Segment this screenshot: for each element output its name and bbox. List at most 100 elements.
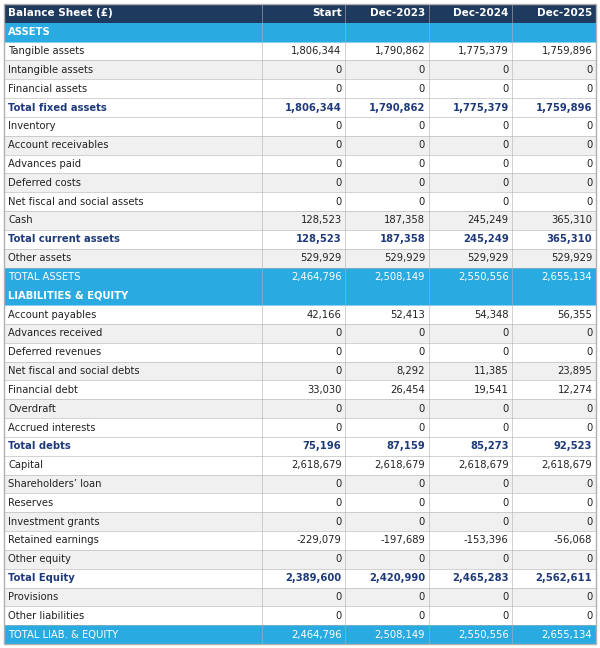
Text: Net fiscal and social debts: Net fiscal and social debts [8,366,140,376]
Text: Other liabilities: Other liabilities [8,611,85,621]
Text: 529,929: 529,929 [300,253,341,263]
Bar [4,531,596,550]
Text: 0: 0 [586,140,592,150]
Text: 2,465,283: 2,465,283 [452,573,509,583]
Text: 0: 0 [586,159,592,169]
Text: 87,159: 87,159 [386,441,425,452]
Text: 0: 0 [335,159,341,169]
Bar [4,474,596,493]
Text: 23,895: 23,895 [557,366,592,376]
Bar [4,23,596,41]
Text: 0: 0 [419,196,425,207]
Text: 0: 0 [419,178,425,188]
Text: -197,689: -197,689 [380,535,425,546]
Text: 0: 0 [335,366,341,376]
Bar [4,625,596,644]
Text: 19,541: 19,541 [474,385,509,395]
Bar [4,79,596,98]
Text: 0: 0 [502,516,509,527]
Text: 56,355: 56,355 [557,310,592,319]
Bar [4,343,596,362]
Text: Other equity: Other equity [8,554,71,564]
Bar [4,41,596,60]
Text: 2,618,679: 2,618,679 [374,460,425,470]
Text: Account receivables: Account receivables [8,140,109,150]
Text: 33,030: 33,030 [307,385,341,395]
Text: 1,806,344: 1,806,344 [291,46,341,56]
Text: 0: 0 [502,196,509,207]
Text: 529,929: 529,929 [467,253,509,263]
Text: 0: 0 [419,159,425,169]
Text: Other assets: Other assets [8,253,71,263]
Bar [4,456,596,474]
Bar [4,569,596,588]
Bar [4,155,596,174]
Text: 0: 0 [335,347,341,357]
Text: 2,655,134: 2,655,134 [542,272,592,282]
Bar [4,399,596,418]
Text: Dec-2025: Dec-2025 [537,8,592,18]
Bar [4,98,596,117]
Text: 0: 0 [586,498,592,508]
Text: 2,562,611: 2,562,611 [536,573,592,583]
Text: Advances paid: Advances paid [8,159,82,169]
Text: Total current assets: Total current assets [8,235,120,244]
Text: 0: 0 [335,84,341,94]
Text: Advances received: Advances received [8,329,103,338]
Text: Deferred costs: Deferred costs [8,178,81,188]
Bar [4,174,596,192]
Bar [4,380,596,399]
Text: 0: 0 [335,479,341,489]
Text: 0: 0 [502,140,509,150]
Text: 0: 0 [586,347,592,357]
Text: Cash: Cash [8,216,33,226]
Text: 0: 0 [586,121,592,132]
Text: TOTAL ASSETS: TOTAL ASSETS [8,272,80,282]
Text: 365,310: 365,310 [547,235,592,244]
Text: 0: 0 [586,404,592,413]
Text: 0: 0 [335,498,341,508]
Text: 1,806,344: 1,806,344 [284,102,341,113]
Bar [4,268,596,286]
Text: TOTAL LIAB. & EQUITY: TOTAL LIAB. & EQUITY [8,630,118,640]
Text: 0: 0 [419,516,425,527]
Text: 0: 0 [502,178,509,188]
Text: 2,550,556: 2,550,556 [458,272,509,282]
Text: Dec-2024: Dec-2024 [454,8,509,18]
Text: Deferred revenues: Deferred revenues [8,347,101,357]
Text: Retained earnings: Retained earnings [8,535,99,546]
Text: Reserves: Reserves [8,498,53,508]
Text: 0: 0 [419,592,425,602]
Text: 0: 0 [335,196,341,207]
Text: 52,413: 52,413 [391,310,425,319]
Text: Capital: Capital [8,460,43,470]
Text: Inventory: Inventory [8,121,56,132]
Text: 128,523: 128,523 [296,235,341,244]
Text: 0: 0 [586,178,592,188]
Text: 2,550,556: 2,550,556 [458,630,509,640]
Text: 0: 0 [586,592,592,602]
Text: -56,068: -56,068 [554,535,592,546]
Text: 42,166: 42,166 [307,310,341,319]
Text: 2,655,134: 2,655,134 [542,630,592,640]
Text: 0: 0 [419,479,425,489]
Bar [4,117,596,136]
Text: -229,079: -229,079 [296,535,341,546]
Text: 0: 0 [335,516,341,527]
Text: Account payables: Account payables [8,310,97,319]
Text: 0: 0 [502,347,509,357]
Text: Balance Sheet (£): Balance Sheet (£) [8,8,113,18]
Text: 0: 0 [419,347,425,357]
Text: 11,385: 11,385 [474,366,509,376]
Text: 0: 0 [502,592,509,602]
Text: 0: 0 [586,611,592,621]
Text: 1,759,896: 1,759,896 [536,102,592,113]
Text: 0: 0 [586,479,592,489]
Text: 529,929: 529,929 [384,253,425,263]
Text: 0: 0 [335,554,341,564]
Text: 2,508,149: 2,508,149 [374,272,425,282]
Text: 0: 0 [419,422,425,432]
Text: 0: 0 [419,140,425,150]
Bar [4,230,596,249]
Text: 1,790,862: 1,790,862 [369,102,425,113]
